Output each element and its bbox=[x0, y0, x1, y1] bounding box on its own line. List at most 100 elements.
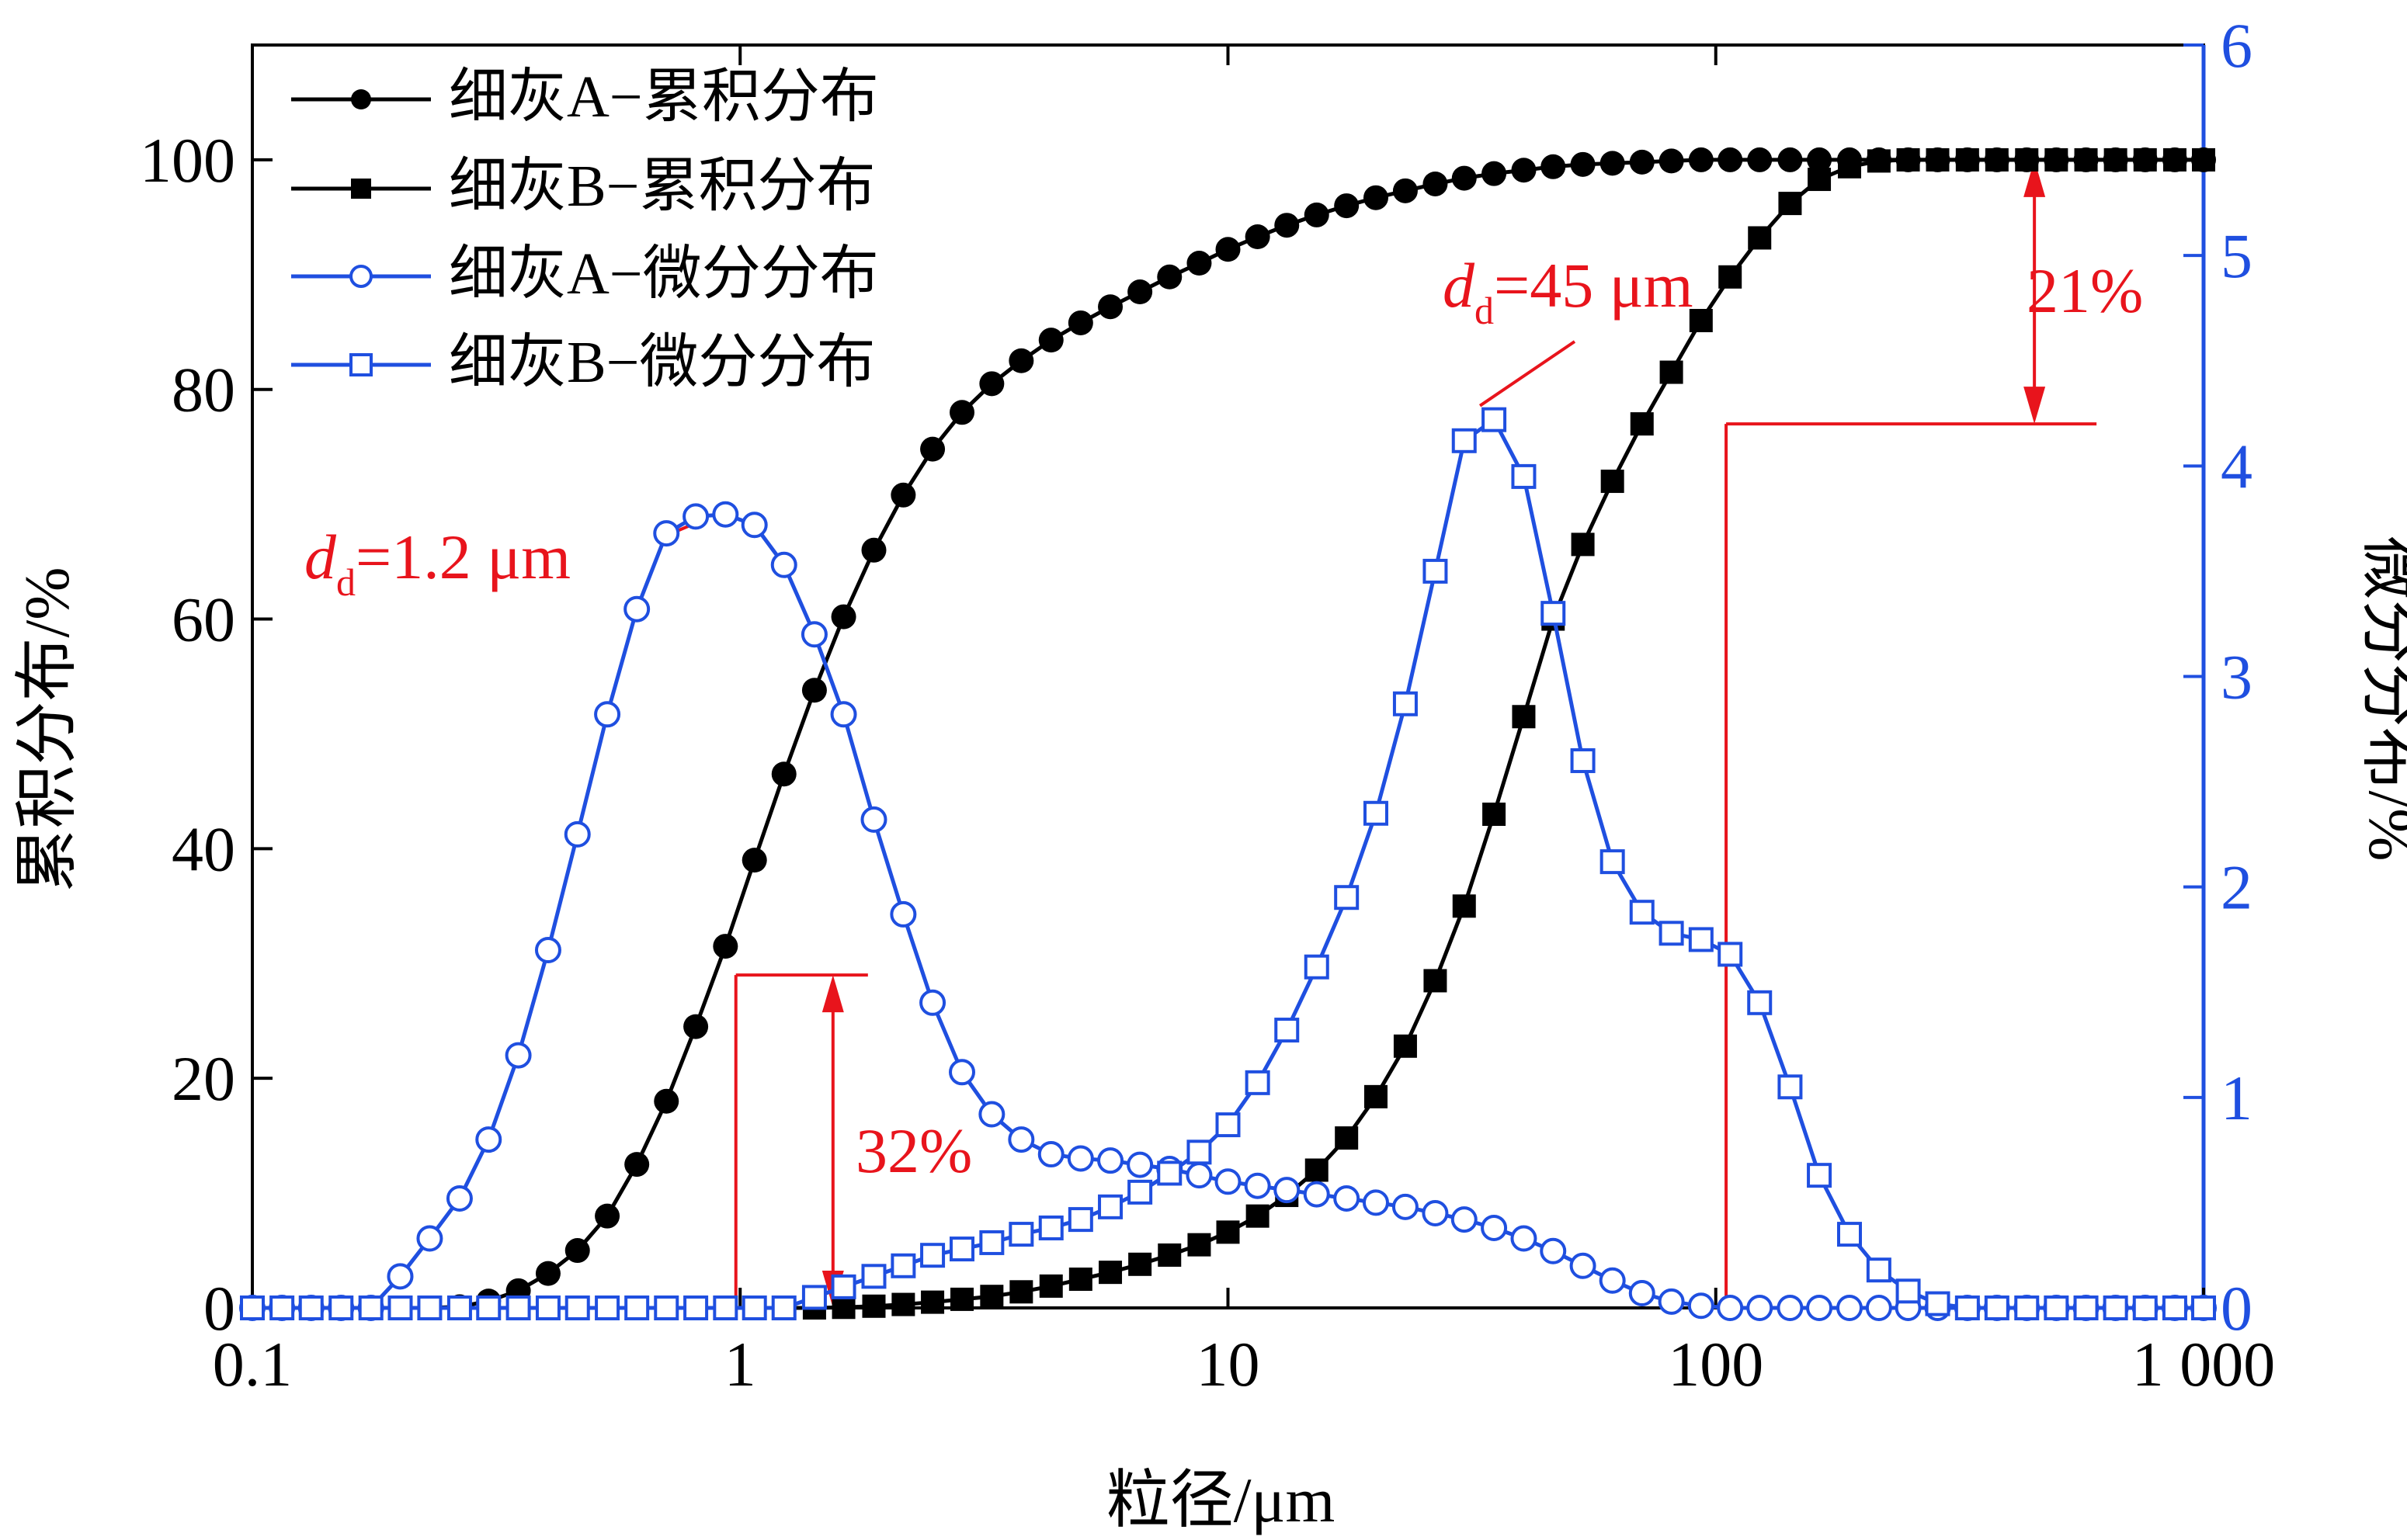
y-left-tick-label: 0 bbox=[203, 1273, 235, 1344]
series-2-point bbox=[1333, 1184, 1360, 1212]
series-2-point bbox=[712, 501, 739, 528]
legend-marker-b-differential bbox=[349, 353, 373, 376]
series-3-point bbox=[298, 1295, 324, 1320]
series-3-point bbox=[1540, 601, 1566, 626]
series-0-point bbox=[831, 604, 856, 630]
series-2-point bbox=[1422, 1199, 1449, 1226]
dd-left-value: =1.2 μm bbox=[356, 522, 571, 592]
series-3-point bbox=[387, 1295, 413, 1320]
series-2-point bbox=[1717, 1295, 1744, 1321]
series-0-point bbox=[1363, 185, 1388, 210]
series-3-point bbox=[417, 1295, 443, 1320]
series-1-point bbox=[980, 1285, 1004, 1309]
series-3-point bbox=[1836, 1222, 1862, 1247]
series-2-point bbox=[1806, 1295, 1833, 1321]
left-arrow-head-up bbox=[821, 975, 844, 1013]
series-3-point bbox=[1363, 800, 1388, 826]
series-1-point bbox=[1187, 1233, 1211, 1257]
series-1-point bbox=[1099, 1261, 1123, 1285]
series-3-point bbox=[624, 1295, 650, 1320]
series-3-point bbox=[1451, 428, 1477, 453]
series-2-point bbox=[1303, 1181, 1330, 1208]
x-tick-label: 10 bbox=[1197, 1329, 1260, 1400]
series-1-point bbox=[1630, 412, 1654, 436]
series-2-point bbox=[1186, 1162, 1213, 1189]
series-3-point bbox=[1304, 954, 1329, 980]
series-0-point bbox=[1215, 237, 1241, 262]
series-0-point bbox=[861, 537, 887, 563]
series-3-point bbox=[1422, 558, 1448, 584]
dd-right-subscript: d bbox=[1474, 289, 1494, 332]
series-1-point bbox=[1158, 1243, 1182, 1267]
series-2-point bbox=[1067, 1145, 1094, 1172]
series-2-point bbox=[1244, 1172, 1271, 1199]
series-2-point bbox=[1569, 1252, 1596, 1279]
series-3-point bbox=[2044, 1295, 2069, 1320]
series-3-point bbox=[1984, 1295, 2009, 1320]
right-arrow-head-up bbox=[2023, 159, 2046, 197]
x-tick-label: 1 bbox=[724, 1329, 756, 1400]
series-0-point bbox=[1599, 151, 1625, 176]
series-1-point bbox=[2162, 147, 2186, 172]
series-0-point bbox=[1127, 279, 1153, 305]
series-0-point bbox=[1688, 147, 1714, 172]
series-1-point bbox=[1128, 1252, 1152, 1276]
series-3-point bbox=[1777, 1074, 1803, 1100]
y-right-tick-label: 2 bbox=[2221, 852, 2252, 923]
legend-marker-a-cumulative bbox=[351, 89, 371, 109]
series-3-point bbox=[269, 1295, 295, 1320]
series-2-point bbox=[475, 1126, 502, 1153]
series-1-point bbox=[2044, 147, 2068, 172]
legend-label-a-cumulative: 细灰A−累积分布 bbox=[449, 64, 879, 130]
series-2-point bbox=[1658, 1288, 1685, 1315]
series-3-point bbox=[1481, 407, 1507, 432]
series-1-point bbox=[1955, 147, 1979, 172]
series-3-point bbox=[2103, 1295, 2128, 1320]
series-2-point bbox=[594, 701, 621, 728]
series-2-point bbox=[1273, 1177, 1301, 1204]
series-3-point bbox=[1186, 1139, 1212, 1165]
y-left-tick-label: 60 bbox=[172, 584, 235, 655]
series-3-point bbox=[476, 1295, 502, 1320]
series-2-point bbox=[1450, 1206, 1478, 1233]
series-1-point bbox=[832, 1295, 856, 1320]
series-3-point bbox=[535, 1295, 561, 1320]
series-0-point bbox=[1274, 213, 1300, 238]
series-2-point bbox=[1097, 1147, 1124, 1174]
y-right-tick-label: 5 bbox=[2221, 220, 2252, 291]
series-1-point bbox=[1216, 1220, 1240, 1244]
series-1-point bbox=[1009, 1280, 1033, 1304]
series-2-point bbox=[978, 1101, 1006, 1128]
series-1-point bbox=[921, 1290, 945, 1314]
series-0-point bbox=[1747, 147, 1773, 172]
dd-annotation-right: dd=45 μm bbox=[1443, 250, 1693, 332]
legend-label-a-differential: 细灰A−微分分布 bbox=[449, 241, 879, 307]
series-3-point bbox=[1718, 942, 1743, 967]
series-2-point bbox=[1836, 1295, 1863, 1321]
series-0-point bbox=[771, 761, 797, 787]
series-1-point bbox=[1363, 1084, 1388, 1108]
x-tick-label: 0.1 bbox=[213, 1329, 293, 1400]
series-1-point bbox=[1304, 1158, 1329, 1182]
right-arrow-head-down bbox=[2023, 387, 2046, 425]
series-0-point bbox=[683, 1014, 709, 1039]
series-3-point bbox=[1895, 1278, 1921, 1304]
series-0-point bbox=[595, 1203, 620, 1229]
series-3-point bbox=[742, 1295, 767, 1320]
series-1-point bbox=[1689, 308, 1713, 332]
y-right-tick-label: 6 bbox=[2221, 10, 2252, 81]
series-0-point bbox=[1038, 328, 1064, 353]
series-0-point bbox=[1777, 147, 1803, 172]
series-2-point bbox=[416, 1225, 443, 1252]
series-3-point bbox=[1570, 747, 1596, 773]
x-tick-label: 100 bbox=[1668, 1329, 1763, 1400]
series-2-point bbox=[1391, 1193, 1419, 1220]
series-2-point bbox=[1599, 1267, 1626, 1294]
series-2-point bbox=[830, 701, 857, 728]
dd-left-subscript: d bbox=[336, 560, 356, 604]
series-0-point bbox=[1098, 294, 1124, 320]
series-3-point bbox=[1334, 885, 1360, 910]
series-3-point bbox=[1807, 1163, 1832, 1188]
series-1-point bbox=[2015, 147, 2039, 172]
series-1-point bbox=[1896, 147, 1920, 172]
